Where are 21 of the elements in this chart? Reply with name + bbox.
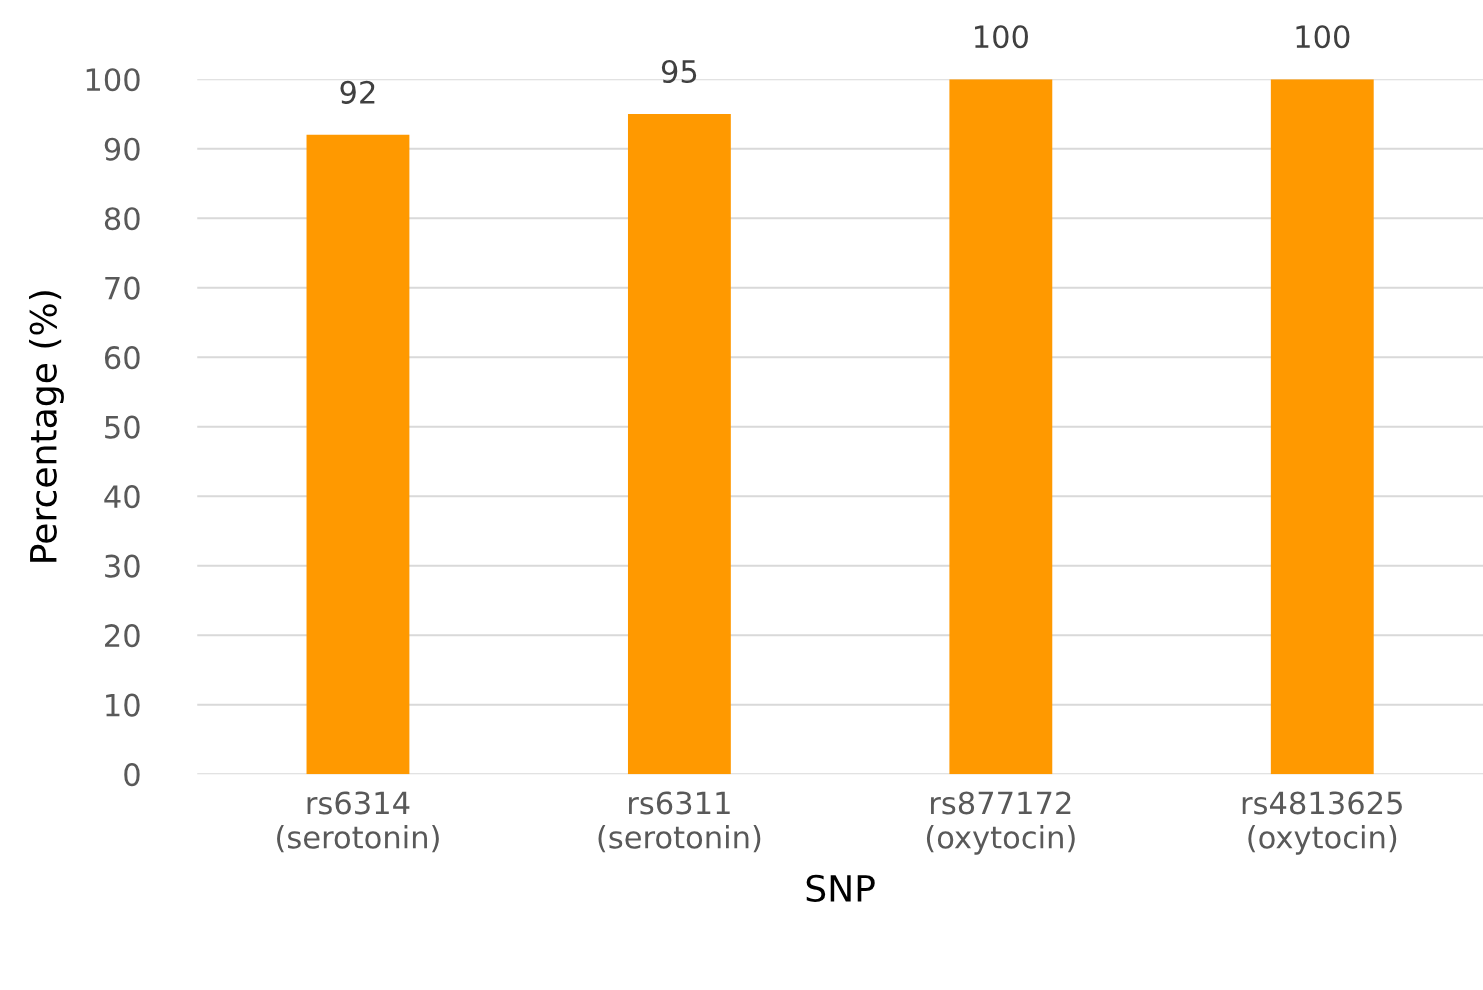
y-tick-label: 50 <box>105 415 140 439</box>
y-tick-label: 20 <box>105 624 140 648</box>
y-tick-label: 80 <box>104 207 140 231</box>
y-axis-title: Percentage (%) <box>29 291 64 562</box>
y-tick-label: 60 <box>104 346 140 370</box>
y-tick-label: 0 <box>124 763 140 787</box>
data-label: 92 <box>340 80 375 104</box>
y-tick-label: 90 <box>104 137 140 161</box>
y-tick-label: 10 <box>106 693 140 717</box>
data-label: 100 <box>1296 25 1350 49</box>
data-label: 95 <box>661 59 697 84</box>
data-label: 100 <box>975 25 1028 49</box>
x-tick-label: rs4813625 (oxytocin) <box>1242 791 1402 855</box>
y-tick-label: 40 <box>104 485 140 509</box>
x-tick-label: rs6311 (serotonin) <box>598 791 761 853</box>
x-tick-label: rs877172 (oxytocin) <box>926 791 1075 855</box>
y-tick-label: 100 <box>86 68 140 92</box>
y-tick-label: 30 <box>105 554 140 578</box>
x-tick-label: rs6314 (serotonin) <box>277 791 439 853</box>
x-axis-title: SNP <box>806 874 875 903</box>
y-tick-label: 70 <box>105 276 140 300</box>
